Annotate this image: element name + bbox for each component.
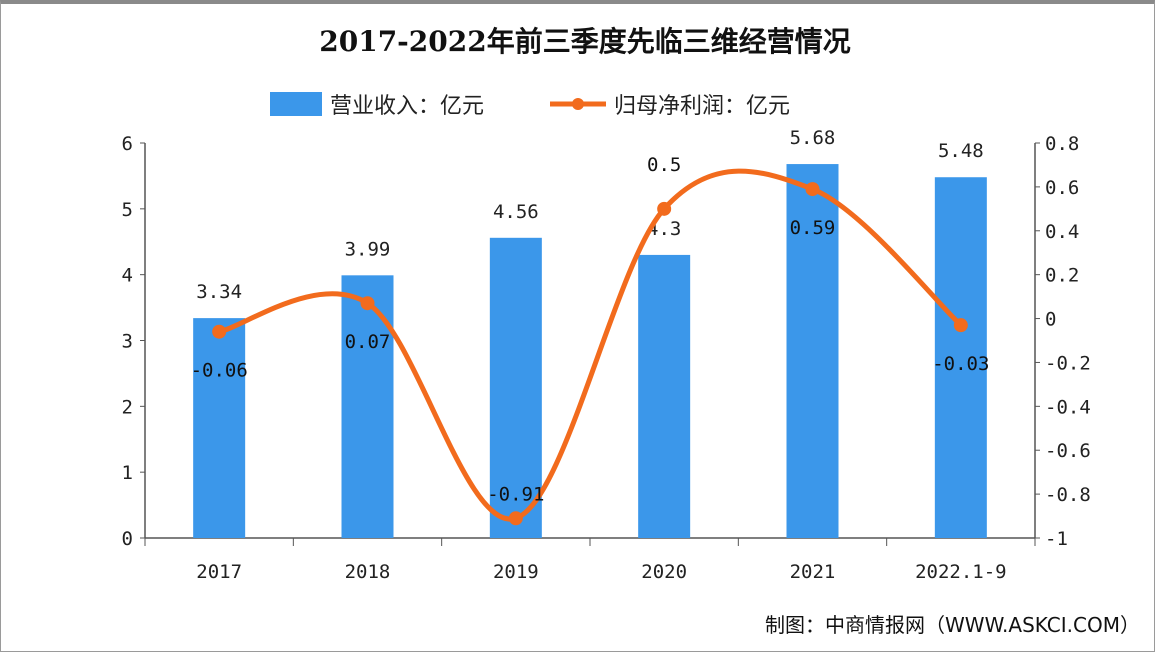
- right-tick-label: 0: [1045, 309, 1056, 331]
- bar: [193, 318, 246, 538]
- right-tick-label: -0.6: [1045, 440, 1091, 462]
- profit-point: [212, 324, 227, 339]
- bar-value-label: 3.99: [345, 238, 391, 260]
- bar: [934, 177, 987, 538]
- legend-line-swatch: [550, 98, 607, 110]
- bar: [489, 237, 542, 539]
- right-tick-label: -0.2: [1045, 352, 1091, 374]
- profit-point: [953, 318, 968, 333]
- profit-value-label: -0.03: [932, 353, 989, 375]
- bar: [638, 254, 691, 538]
- bar: [786, 164, 839, 539]
- x-tick-label: 2020: [641, 561, 687, 583]
- chart-title: 2017-2022年前三季度先临三维经营情况: [319, 25, 851, 58]
- profit-value-label: -0.91: [487, 483, 544, 505]
- bar-value-label: 4.56: [493, 201, 539, 223]
- profit-value-label: 0.59: [790, 217, 836, 239]
- legend-line-label: 归母净利润：亿元: [614, 94, 791, 119]
- profit-line: [218, 168, 963, 522]
- left-tick-label: 5: [122, 199, 133, 221]
- right-tick-label: 0.2: [1045, 265, 1079, 287]
- profit-point: [805, 182, 820, 197]
- right-tick-label: -1: [1045, 528, 1068, 550]
- right-tick-label: -0.8: [1045, 484, 1091, 506]
- x-tick-label: 2019: [493, 561, 539, 583]
- legend-bar-swatch: [270, 92, 322, 116]
- profit-point: [360, 296, 375, 311]
- profit-value-label: -0.06: [191, 360, 248, 382]
- profit-point: [657, 201, 672, 216]
- left-tick-label: 0: [122, 528, 133, 550]
- left-tick-label: 2: [122, 396, 133, 418]
- profit-value-label: 0.5: [647, 154, 681, 176]
- x-tick-label: 2022.1-9: [915, 561, 1007, 583]
- left-tick-label: 4: [122, 265, 133, 287]
- bar-value-label: 5.48: [938, 140, 984, 162]
- x-tick-label: 2021: [790, 561, 836, 583]
- legend-bar-label: 营业收入：亿元: [330, 94, 485, 119]
- x-tick-label: 2018: [345, 561, 391, 583]
- left-tick-label: 1: [122, 462, 133, 484]
- legend: 营业收入：亿元 归母净利润：亿元: [270, 88, 790, 120]
- right-tick-label: 0.6: [1045, 177, 1079, 199]
- right-tick-label: -0.4: [1045, 396, 1091, 418]
- bar-value-label: 5.68: [790, 127, 836, 149]
- left-tick-label: 3: [122, 331, 133, 353]
- bar: [341, 275, 394, 538]
- profit-point: [508, 511, 523, 526]
- left-tick-label: 6: [122, 133, 133, 155]
- bar-value-label: 3.34: [196, 281, 242, 303]
- right-tick-label: 0.4: [1045, 221, 1079, 243]
- x-tick-label: 2017: [196, 561, 242, 583]
- source-footer: 制图：中商情报网（WWW.ASKCI.COM）: [765, 613, 1140, 637]
- profit-value-label: 0.07: [345, 331, 391, 353]
- right-tick-label: 0.8: [1045, 133, 1079, 155]
